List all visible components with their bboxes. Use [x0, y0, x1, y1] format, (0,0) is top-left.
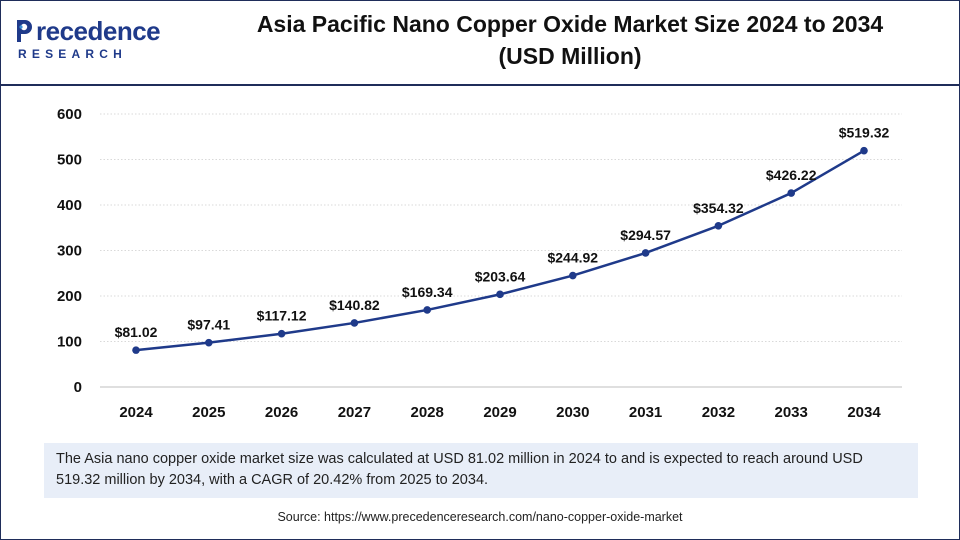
data-point [787, 189, 795, 197]
x-tick-label: 2025 [192, 404, 225, 421]
x-tick-label: 2024 [119, 404, 153, 421]
chart-title: Asia Pacific Nano Copper Oxide Market Si… [190, 8, 950, 72]
x-tick-label: 2029 [483, 404, 516, 421]
x-tick-label: 2031 [629, 404, 662, 421]
data-label: $203.64 [475, 268, 526, 284]
data-point [569, 271, 577, 280]
x-tick-label: 2033 [775, 404, 808, 421]
data-label: $169.34 [402, 284, 453, 300]
data-point [714, 221, 723, 230]
summary-note: The Asia nano copper oxide market size w… [44, 443, 918, 498]
data-label: $519.32 [839, 125, 890, 141]
x-tick-label: 2027 [338, 404, 371, 421]
data-label: $294.57 [620, 227, 671, 243]
data-label: $140.82 [329, 297, 380, 313]
header: recedence RESEARCH Asia Pacific Nano Cop… [0, 0, 960, 84]
data-point [350, 319, 359, 327]
x-tick-label: 2032 [702, 404, 735, 421]
data-label: $97.41 [187, 317, 230, 333]
data-point [205, 338, 213, 347]
chart-title-line-2: (USD Million) [498, 43, 642, 69]
header-divider [0, 84, 960, 86]
y-tick-label: 600 [57, 106, 82, 123]
data-label: $81.02 [115, 324, 158, 340]
data-label: $426.22 [766, 167, 817, 183]
x-tick-label: 2034 [847, 404, 881, 421]
logo-wordmark: recedence [14, 16, 161, 46]
y-tick-label: 400 [57, 197, 82, 214]
data-point [641, 249, 650, 257]
data-point [277, 329, 286, 338]
y-tick-label: 200 [57, 288, 82, 305]
data-point [496, 290, 504, 299]
y-tick-label: 100 [57, 334, 82, 351]
y-tick-label: 500 [57, 152, 82, 169]
data-label: $117.12 [257, 308, 307, 324]
logo-bottom-text: RESEARCH [18, 47, 127, 61]
x-tick-label: 2026 [265, 404, 298, 421]
chart-title-line-1: Asia Pacific Nano Copper Oxide Market Si… [256, 11, 884, 37]
data-point [132, 346, 140, 354]
line-chart: 0 100 200 300 400 500 600 2024 2025 2026 2027 2028 2… [57, 106, 902, 421]
source-text: Source: https://www.precedenceresearch.c… [277, 510, 683, 524]
y-tick-label: 0 [74, 379, 82, 396]
x-tick-label: 2030 [556, 404, 589, 421]
data-point [860, 146, 868, 155]
y-tick-label: 300 [57, 243, 82, 260]
logo-p-icon [17, 20, 32, 42]
x-tick-label: 2028 [411, 404, 444, 421]
data-label: $354.32 [693, 200, 744, 216]
data-label: $244.92 [547, 250, 598, 266]
logo-top-text: recedence [36, 16, 161, 46]
precedence-research-logo: recedence RESEARCH [14, 16, 164, 66]
data-point [423, 306, 432, 314]
